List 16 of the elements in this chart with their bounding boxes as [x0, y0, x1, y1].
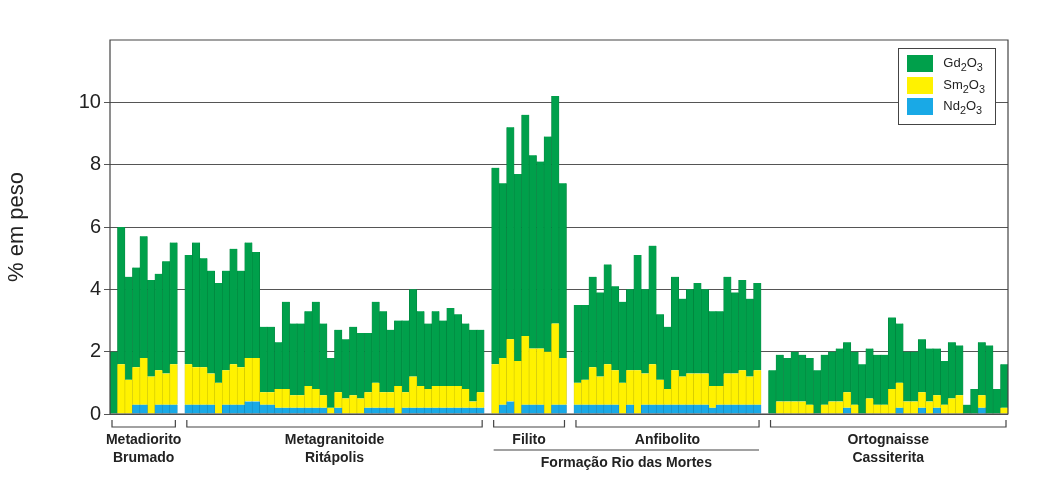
text: Metadiorito Brumado	[105, 430, 182, 465]
y-axis-title: % em peso	[3, 171, 29, 283]
legend-label: Gd$_{2}$O$_{3}$	[943, 55, 983, 73]
y-tick-label: 0	[89, 401, 101, 424]
text: Filito	[512, 430, 546, 447]
legend-label: Nd$_{2}$O$_{3}$	[943, 98, 983, 116]
y-tick-label: 6	[89, 214, 101, 237]
y-tick-label: 4	[89, 276, 101, 299]
y-tick-label: 10	[78, 89, 101, 112]
text: Ortognaisse Cassiterita	[847, 430, 930, 465]
y-tick-label: 2	[89, 339, 101, 362]
text: Metagranitoide Ritápolis	[284, 430, 385, 465]
legend-label: Sm$_{2}$O$_{3}$	[943, 76, 985, 95]
text: Anfibolito	[634, 430, 701, 447]
y-tick-label: 8	[89, 152, 101, 175]
text: Formação Rio das Mortes	[540, 453, 713, 470]
